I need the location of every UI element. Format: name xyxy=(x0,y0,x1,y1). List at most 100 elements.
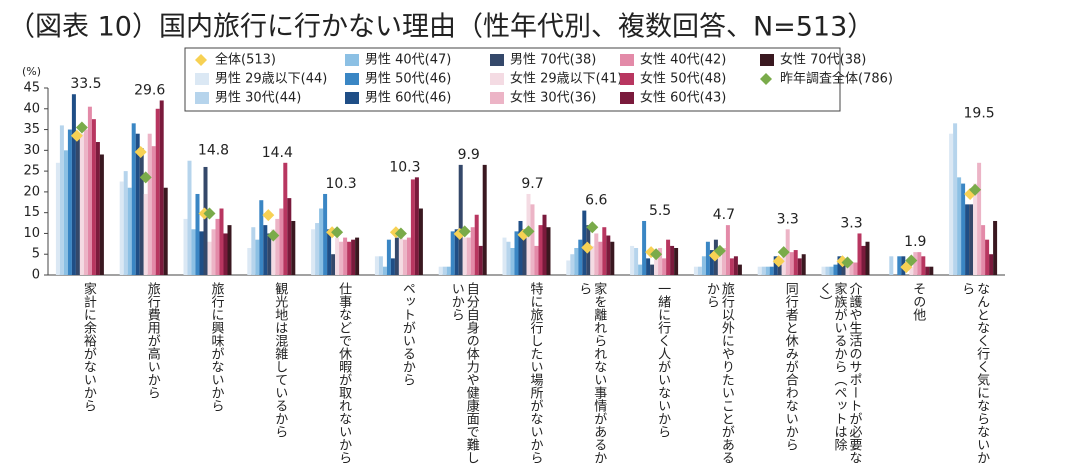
bar xyxy=(215,218,220,275)
bar xyxy=(191,229,196,275)
bar xyxy=(87,106,92,275)
data-label: 3.3 xyxy=(777,211,799,227)
bar xyxy=(438,266,443,275)
x-tick-label: 同行者と休みが合わないから xyxy=(782,282,798,451)
bar xyxy=(658,247,663,275)
x-tick-label: 仕事などで休暇が取れないから xyxy=(336,282,352,464)
bar xyxy=(462,237,467,275)
bar xyxy=(538,225,543,275)
bar xyxy=(841,264,846,275)
legend-label: 男性 60代(46) xyxy=(365,91,451,106)
x-tick-label: 観光地は混雑しているから xyxy=(272,282,288,438)
legend-marker xyxy=(195,54,207,66)
bar xyxy=(777,264,782,275)
bar xyxy=(339,241,344,275)
bar xyxy=(187,160,192,275)
x-tick-label: 一緒に行く人がいないから xyxy=(655,282,671,438)
bar xyxy=(921,256,926,275)
bar xyxy=(506,241,511,275)
x-tick-label: 旅行費用が高いから xyxy=(144,282,160,399)
bar xyxy=(953,123,958,275)
bar xyxy=(291,220,296,275)
data-label: 14.4 xyxy=(262,145,293,161)
bar xyxy=(634,247,639,275)
bar xyxy=(829,266,834,275)
legend-label: 女性 70代(38) xyxy=(780,52,866,68)
bar xyxy=(259,200,264,275)
bar xyxy=(343,237,348,275)
bar xyxy=(203,166,208,275)
bar xyxy=(578,239,583,275)
bar xyxy=(458,164,463,275)
bar xyxy=(602,227,607,275)
bar xyxy=(123,171,128,275)
legend-label: 男性 50代(46) xyxy=(365,72,451,87)
bar xyxy=(949,133,954,275)
data-label: 33.5 xyxy=(70,76,101,92)
bar xyxy=(909,266,914,275)
bar xyxy=(279,208,284,275)
bar xyxy=(845,266,850,275)
x-tick-label: 家計に余裕がないから xyxy=(80,282,96,412)
bar xyxy=(650,264,655,275)
bar xyxy=(139,148,144,275)
marker xyxy=(75,121,88,134)
bar xyxy=(761,266,766,275)
bar xyxy=(311,229,316,275)
data-label: 3.3 xyxy=(840,215,862,231)
bar xyxy=(610,241,615,275)
bar xyxy=(59,125,64,276)
x-tick-label: その他 xyxy=(910,282,926,321)
x-tick-label: 家を離れられない事情があるから xyxy=(576,282,607,464)
marker xyxy=(267,229,280,242)
bar xyxy=(961,183,966,275)
legend-swatch xyxy=(760,54,774,66)
bar xyxy=(267,233,272,275)
data-label: 14.8 xyxy=(198,143,229,159)
bar xyxy=(287,198,292,275)
bar xyxy=(91,119,96,276)
bar xyxy=(701,256,706,275)
bar xyxy=(969,204,974,275)
bar xyxy=(99,154,104,275)
bar xyxy=(757,266,762,275)
bar xyxy=(410,179,415,275)
bar xyxy=(582,210,587,275)
bar xyxy=(993,220,998,275)
bar xyxy=(355,237,360,275)
bar xyxy=(825,266,830,275)
bar xyxy=(382,266,387,275)
bar xyxy=(283,162,288,275)
bar xyxy=(454,229,459,275)
legend-swatch xyxy=(620,73,634,85)
bar xyxy=(470,227,475,275)
y-tick-label: 35 xyxy=(23,122,40,137)
data-label: 1.9 xyxy=(904,234,926,250)
bar xyxy=(917,252,922,275)
bar xyxy=(327,229,332,275)
legend-label: 女性 29歳以下(41) xyxy=(510,71,622,87)
bar xyxy=(390,258,395,275)
bar xyxy=(733,256,738,275)
bar xyxy=(183,218,188,275)
bar xyxy=(769,266,774,275)
bar xyxy=(323,193,328,275)
bar xyxy=(793,250,798,275)
bar xyxy=(957,177,962,275)
legend-swatch xyxy=(195,92,209,104)
bar xyxy=(721,247,726,275)
legend-swatch xyxy=(490,73,504,85)
bar xyxy=(821,266,826,275)
bar xyxy=(378,256,383,275)
bar xyxy=(674,247,679,275)
legend-label: 女性 30代(36) xyxy=(510,90,596,106)
y-tick-label: 10 xyxy=(23,226,40,241)
y-tick-label: 40 xyxy=(23,101,40,116)
bar xyxy=(247,247,252,275)
marker xyxy=(905,254,918,267)
bar xyxy=(195,193,200,275)
bar xyxy=(95,142,100,275)
bar xyxy=(119,181,124,275)
